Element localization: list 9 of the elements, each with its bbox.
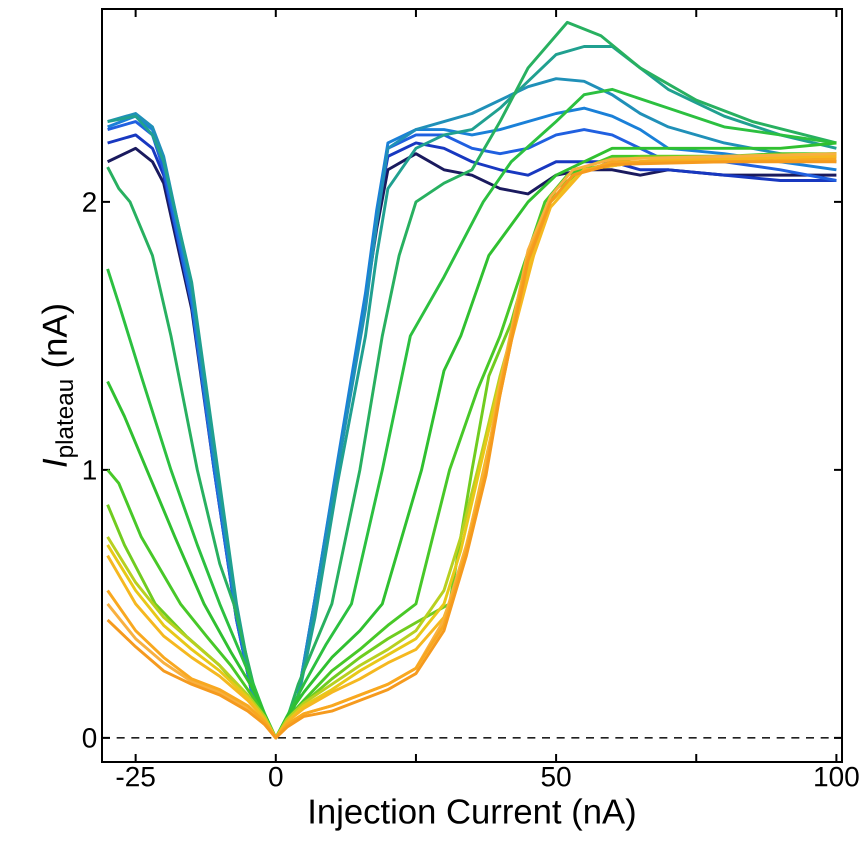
y-tick-label: 1 [84, 460, 96, 480]
x-tick-label: 100 [815, 766, 859, 787]
x-tick-label: 50 [542, 766, 571, 787]
y-tick-label: 2 [83, 192, 96, 212]
y-axis-title: I$_{plateau}$ (nA) [42, 305, 78, 467]
x-tick-label: 0 [269, 766, 282, 787]
x-tick-label: -25 [116, 766, 155, 787]
x-axis-title: Injection Current (nA) [310, 798, 635, 831]
y-tick-label: 0 [82, 728, 96, 748]
